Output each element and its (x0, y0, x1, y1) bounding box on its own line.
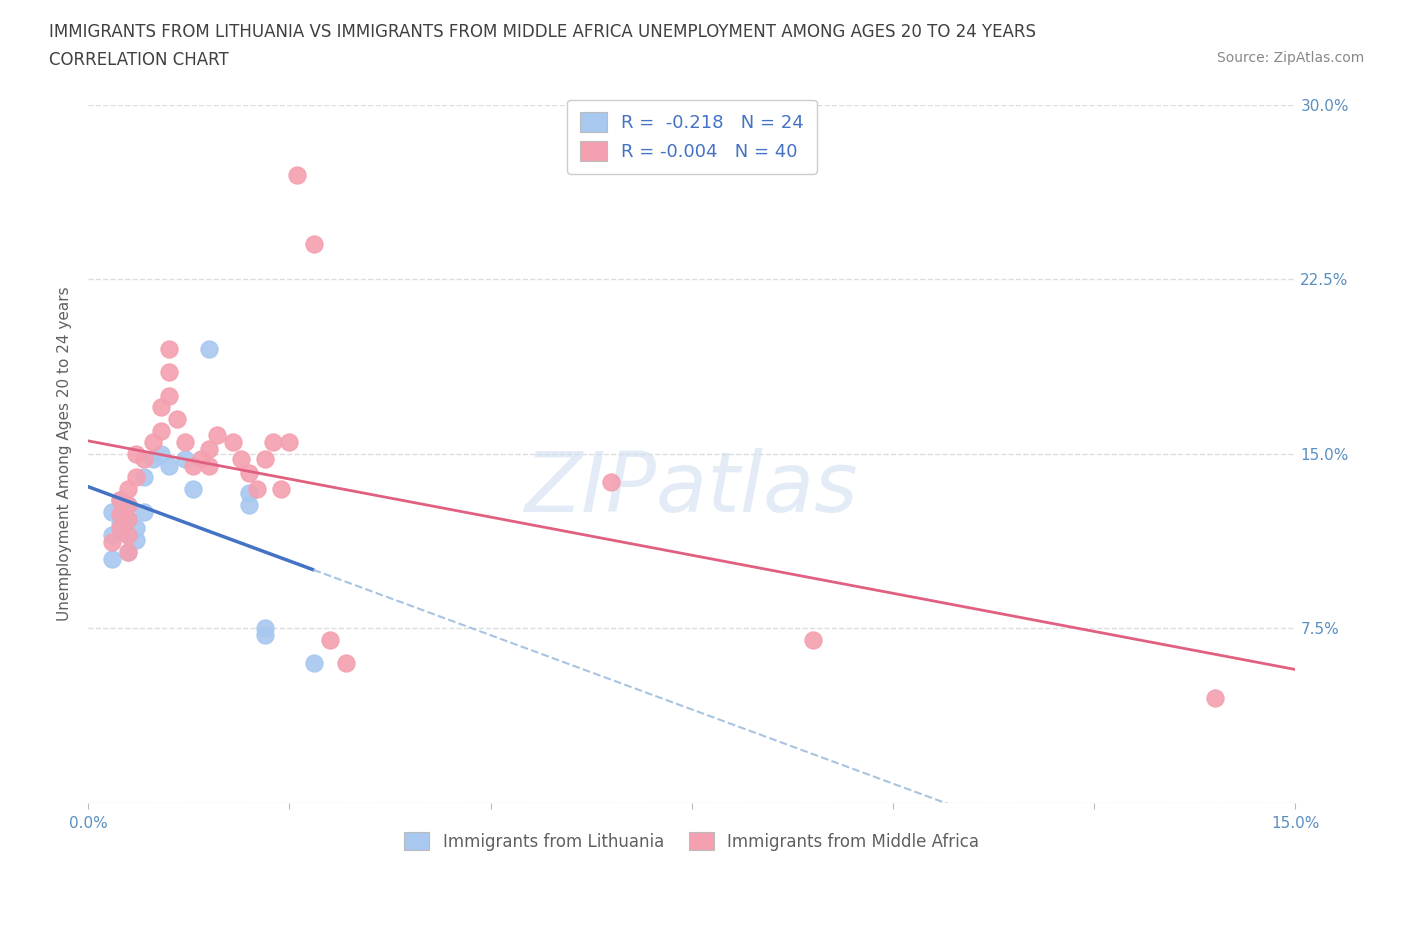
Point (134, 505, 156, 520)
Text: Source: ZipAtlas.com: Source: ZipAtlas.com (1216, 51, 1364, 65)
Point (110, 507, 132, 522)
Point (101, 505, 124, 520)
Point (110, 521, 132, 536)
Point (262, 435, 284, 450)
Point (117, 512, 139, 526)
Point (254, 628, 277, 643)
Point (173, 451, 195, 466)
Point (125, 470, 148, 485)
Legend: Immigrants from Lithuania, Immigrants from Middle Africa: Immigrants from Lithuania, Immigrants fr… (398, 826, 986, 857)
Point (157, 388, 180, 403)
Point (222, 435, 245, 450)
Point (117, 482, 139, 497)
Point (149, 446, 172, 461)
Point (110, 493, 132, 508)
Point (101, 528, 124, 543)
Point (117, 528, 139, 543)
Point (302, 237, 325, 252)
Point (270, 482, 292, 497)
Text: IMMIGRANTS FROM LITHUANIA VS IMMIGRANTS FROM MIDDLE AFRICA UNEMPLOYMENT AMONG AG: IMMIGRANTS FROM LITHUANIA VS IMMIGRANTS … (49, 23, 1036, 41)
Point (141, 451, 163, 466)
Point (181, 482, 204, 497)
Point (254, 451, 277, 466)
Point (101, 535, 124, 550)
Point (101, 551, 124, 566)
Point (117, 498, 139, 512)
Point (166, 412, 188, 427)
Point (287, 167, 309, 182)
Point (198, 341, 221, 356)
Point (141, 435, 163, 450)
Point (134, 451, 156, 466)
Point (117, 544, 139, 559)
Point (246, 482, 269, 497)
Point (117, 544, 139, 559)
Point (198, 442, 221, 457)
Text: ZIPatlas: ZIPatlas (524, 448, 859, 529)
Point (125, 446, 148, 461)
Point (335, 656, 357, 671)
Point (254, 621, 277, 636)
Point (1204, 691, 1226, 706)
Point (318, 632, 340, 647)
Point (125, 521, 148, 536)
Point (157, 458, 180, 473)
Point (302, 656, 325, 671)
Point (157, 341, 180, 356)
Point (801, 632, 824, 647)
Point (149, 423, 172, 438)
Point (205, 428, 228, 443)
Point (600, 474, 623, 489)
Point (125, 533, 148, 548)
Point (149, 400, 172, 415)
Point (278, 435, 301, 450)
Point (229, 451, 252, 466)
Point (190, 451, 212, 466)
Point (110, 493, 132, 508)
Y-axis label: Unemployment Among Ages 20 to 24 years: Unemployment Among Ages 20 to 24 years (58, 286, 72, 621)
Point (181, 458, 204, 473)
Point (117, 512, 139, 526)
Point (198, 458, 221, 473)
Point (110, 516, 132, 531)
Point (238, 465, 260, 480)
Point (117, 528, 139, 543)
Point (157, 365, 180, 379)
Point (238, 486, 260, 501)
Text: CORRELATION CHART: CORRELATION CHART (49, 51, 229, 69)
Point (173, 435, 195, 450)
Point (238, 498, 260, 512)
Point (134, 470, 156, 485)
Point (117, 498, 139, 512)
